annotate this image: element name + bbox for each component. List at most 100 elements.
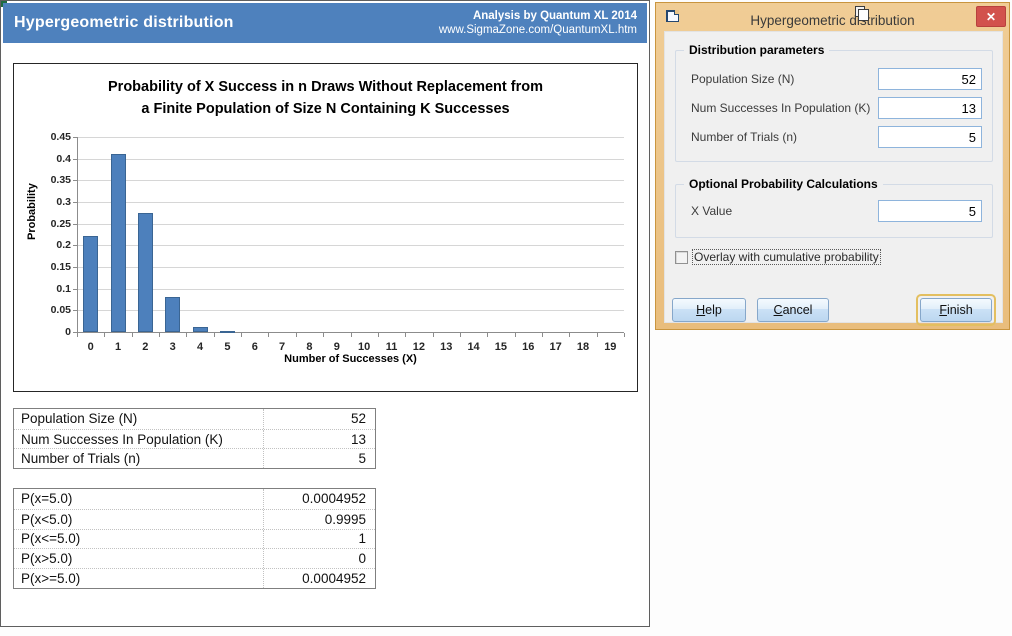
x-value-input[interactable] (878, 200, 982, 222)
y-gridline (77, 223, 624, 225)
chart-title-line2: a Finite Population of Size N Containing… (141, 101, 510, 117)
dialog-titlebar[interactable]: Hypergeometric distribution ✕ (656, 3, 1009, 31)
prob-value: 0.9995 (324, 511, 366, 527)
report-panel: Hypergeometric distribution Analysis by … (0, 0, 650, 627)
table-row: P(x=5.0) 0.0004952 (14, 489, 375, 509)
y-gridline (77, 180, 624, 182)
report-credits: Analysis by Quantum XL 2014 www.SigmaZon… (439, 9, 637, 37)
y-tick-label: 0.35 (50, 174, 71, 187)
param-label: Num Successes In Population (K) (14, 429, 264, 449)
num-successes-input[interactable] (878, 97, 982, 119)
field-row: Num Successes In Population (K) (676, 97, 994, 119)
dialog-title: Hypergeometric distribution (750, 12, 915, 28)
x-axis-title: Number of Successes (X) (284, 353, 417, 365)
y-tick (73, 137, 77, 138)
x-tick (131, 333, 133, 337)
x-tick-label: 5 (224, 341, 231, 353)
overlay-checkbox[interactable] (675, 250, 688, 264)
overlay-checkbox-label[interactable]: Overlay with cumulative probability (692, 249, 881, 265)
y-gridline (77, 202, 624, 203)
y-tick (73, 310, 77, 312)
x-tick (350, 333, 352, 337)
x-tick-label: 16 (522, 341, 535, 353)
x-tick (487, 333, 489, 337)
help-button-label: Help (696, 303, 722, 317)
y-tick (73, 223, 77, 225)
y-gridline (77, 137, 624, 138)
x-tick-label: 11 (385, 341, 398, 353)
field-label: Num Successes In Population (K) (691, 101, 871, 115)
param-label: Number of Trials (n) (14, 449, 264, 469)
overlay-checkbox-row[interactable]: Overlay with cumulative probability (675, 249, 881, 265)
x-tick-label: 17 (549, 341, 562, 353)
x-tick-label: 0 (87, 341, 94, 353)
x-tick (624, 333, 625, 337)
param-value: 52 (350, 411, 366, 427)
field-row: Number of Trials (n) (676, 126, 994, 148)
param-value: 13 (350, 431, 366, 447)
y-tick-label: 0.25 (50, 217, 71, 230)
close-button[interactable]: ✕ (976, 6, 1006, 27)
table-row: P(x>=5.0) 0.0004952 (14, 568, 375, 588)
x-tick (459, 333, 461, 337)
x-tick-label: 8 (306, 341, 313, 353)
x-tick-label: 13 (440, 341, 453, 353)
x-tick-label: 12 (412, 341, 425, 353)
x-tick (541, 333, 543, 337)
y-tick (73, 202, 77, 203)
x-tick-label: 6 (251, 341, 258, 353)
y-gridline (77, 310, 624, 312)
cancel-button[interactable]: Cancel (757, 298, 829, 322)
y-tick (73, 158, 77, 160)
x-tick-label: 9 (333, 341, 340, 353)
x-tick (569, 333, 571, 337)
group-title: Optional Probability Calculations (684, 177, 883, 191)
y-tick-label: 0.4 (56, 152, 71, 165)
y-tick (73, 288, 77, 290)
bar (192, 327, 208, 332)
chart-plot-area: 0 0.05 0.1 0.15 0.2 0.25 0.3 0.35 0.4 0.45 0 1 2 3 4 5 6… (14, 64, 637, 391)
param-value: 5 (358, 451, 366, 467)
number-of-trials-input[interactable] (878, 126, 982, 148)
y-tick-label: 0.1 (56, 282, 71, 295)
form-window-icon (666, 10, 679, 22)
param-label: Population Size (N) (14, 409, 264, 429)
x-tick-label: 19 (604, 341, 617, 353)
chart-title-line1: Probability of X Success in n Draws With… (108, 79, 543, 95)
credit-line1: Analysis by Quantum XL 2014 (472, 10, 637, 22)
field-row: X Value (676, 200, 994, 222)
prob-label: P(x<5.0) (14, 509, 264, 529)
y-axis-title: Probability (26, 183, 38, 240)
close-icon: ✕ (985, 9, 997, 24)
prob-label: P(x>5.0) (14, 549, 264, 569)
table-row: Number of Trials (n) 5 (14, 448, 375, 469)
y-tick-label: 0.2 (56, 239, 71, 252)
field-label: X Value (691, 204, 733, 218)
table-row: Population Size (N) 52 (14, 409, 375, 429)
population-size-input[interactable] (878, 68, 982, 90)
x-tick (432, 333, 434, 337)
x-tick-label: 15 (494, 341, 508, 353)
finish-button-label: Finish (939, 303, 973, 317)
field-row: Population Size (N) (676, 68, 994, 90)
credit-link[interactable]: www.SigmaZone.com/QuantumXL.htm (438, 24, 637, 36)
x-tick (295, 333, 297, 337)
report-header: Hypergeometric distribution Analysis by … (3, 3, 647, 43)
bar (165, 296, 181, 332)
x-tick-label: 2 (142, 341, 149, 353)
probability-chart: Probability of X Success in n Draws With… (13, 63, 638, 392)
table-row: P(x>5.0) 0 (14, 548, 375, 569)
y-tick-label: 0.15 (50, 261, 71, 273)
y-gridline (77, 288, 624, 290)
x-tick (77, 333, 78, 337)
bar (137, 213, 153, 332)
y-gridline (77, 245, 624, 247)
help-button[interactable]: Help (672, 298, 746, 322)
x-tick-label: 7 (279, 341, 286, 353)
y-gridline (77, 158, 624, 160)
y-tick (73, 267, 77, 268)
finish-button[interactable]: Finish (920, 298, 992, 322)
parameters-table: Population Size (N) 52 Num Successes In … (13, 408, 376, 470)
bar (83, 236, 99, 332)
x-tick (213, 333, 215, 337)
